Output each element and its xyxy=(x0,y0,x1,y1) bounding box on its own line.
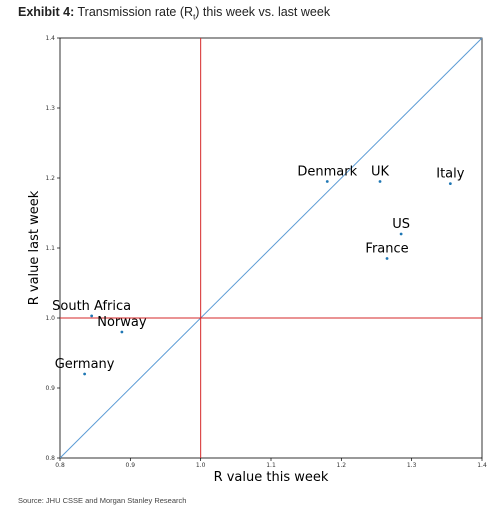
x-axis-label: R value this week xyxy=(214,470,329,485)
point-label: South Africa xyxy=(52,299,131,314)
data-point xyxy=(325,180,329,183)
point-label: Denmark xyxy=(297,165,357,180)
data-point xyxy=(83,372,87,376)
y-tick-label: 0.8 xyxy=(45,455,55,462)
exhibit-number: Exhibit 4: xyxy=(18,5,75,19)
point-label: UK xyxy=(371,165,390,180)
x-tick-label: 1.2 xyxy=(337,462,347,469)
x-tick-label: 0.8 xyxy=(55,462,65,469)
y-tick-label: 1.3 xyxy=(45,105,55,112)
y-tick-label: 1.1 xyxy=(45,245,55,252)
y-tick-label: 0.9 xyxy=(45,385,55,392)
y-tick-label: 1.4 xyxy=(45,35,55,42)
x-tick-label: 1.3 xyxy=(407,462,417,469)
y-tick-label: 1.0 xyxy=(45,315,55,322)
point-label: France xyxy=(365,242,408,257)
y-tick-label: 1.2 xyxy=(45,175,55,182)
point-label: Germany xyxy=(55,357,115,372)
source-note: Source: JHU CSSE and Morgan Stanley Rese… xyxy=(18,496,187,505)
point-label: Norway xyxy=(97,315,147,330)
x-tick-label: 1.0 xyxy=(196,462,206,469)
x-tick-label: 1.4 xyxy=(477,462,487,469)
data-point xyxy=(385,257,389,260)
data-point xyxy=(120,330,124,334)
data-point xyxy=(378,180,382,183)
exhibit-title: Exhibit 4: Transmission rate (Rt) this w… xyxy=(18,5,330,22)
x-tick-label: 0.9 xyxy=(126,462,136,469)
point-label: US xyxy=(392,217,410,232)
x-tick-label: 1.1 xyxy=(266,462,276,469)
y-axis-label: R value last week xyxy=(27,190,42,305)
title-text-pre: Transmission rate (R xyxy=(77,5,194,19)
title-subscript: t xyxy=(193,12,196,22)
title-text-post: ) this week vs. last week xyxy=(195,5,331,19)
data-point xyxy=(399,232,403,236)
diagonal-reference-line xyxy=(59,37,483,459)
point-label: Italy xyxy=(436,167,465,182)
data-point xyxy=(448,182,452,186)
data-point xyxy=(90,314,94,318)
